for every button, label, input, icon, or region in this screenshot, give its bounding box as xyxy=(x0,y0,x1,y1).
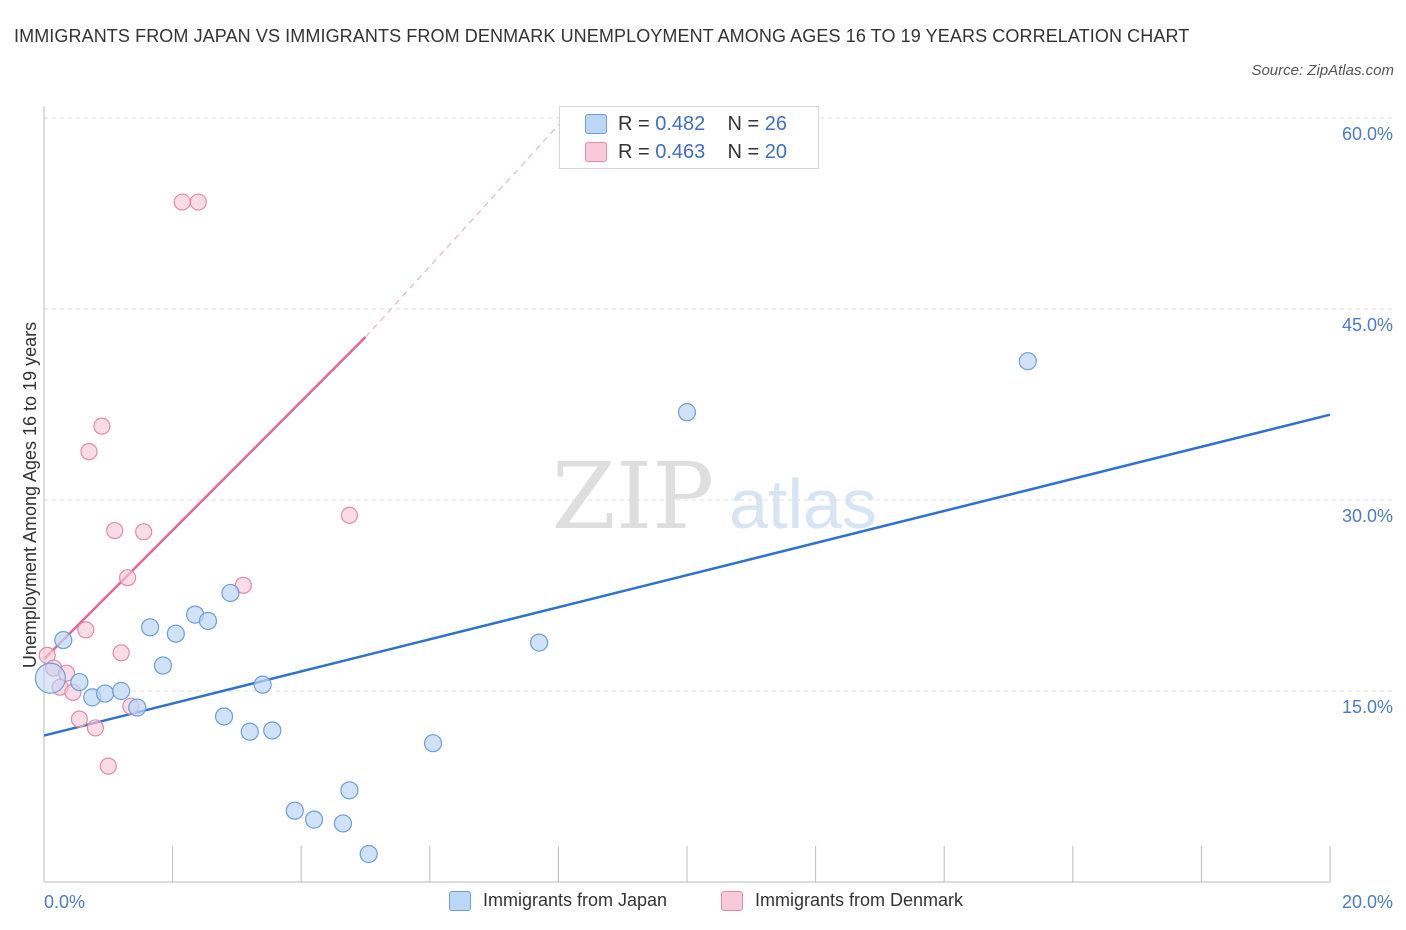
y-tick-labels: 15.0% 30.0% 45.0% 60.0% xyxy=(1342,124,1393,717)
denmark-point-7 xyxy=(80,443,98,461)
japan-point-24 xyxy=(677,403,697,422)
denmark-n-label: N = xyxy=(727,140,760,163)
gridlines xyxy=(44,117,1395,692)
denmark-point-12 xyxy=(112,644,130,662)
watermark-atlas: atlas xyxy=(729,465,877,543)
japan-n-value: 26 xyxy=(764,112,788,135)
legend-item-denmark: Immigrants from Denmark xyxy=(721,890,963,911)
denmark-point-5 xyxy=(70,710,88,728)
legend-japan-stats: R = 0.482 N = 26 xyxy=(618,113,787,136)
y-axis-label: Unemployment Among Ages 16 to 19 years xyxy=(20,322,40,668)
y-tick-label-30: 30.0% xyxy=(1342,506,1393,526)
denmark-point-10 xyxy=(99,757,117,775)
japan-point-15 xyxy=(253,675,272,694)
axes xyxy=(43,106,1331,883)
denmark-r-value: 0.463 xyxy=(655,140,706,163)
japan-r-label: R = xyxy=(618,112,650,135)
denmark-point-11 xyxy=(106,521,124,540)
japan-r-value: 0.482 xyxy=(655,112,706,135)
denmark-point-6 xyxy=(77,621,95,639)
japan-point-7 xyxy=(140,618,160,637)
japan-point-6 xyxy=(128,698,147,717)
legend-denmark-swatch xyxy=(721,890,743,911)
watermark: ZIP atlas xyxy=(552,443,877,550)
legend-denmark-label: Immigrants from Denmark xyxy=(755,890,964,910)
y-tick-label-15: 15.0% xyxy=(1342,697,1393,717)
japan-point-14 xyxy=(240,722,259,741)
x-tick-label-min: 0.0% xyxy=(44,892,85,912)
denmark-n-value: 20 xyxy=(764,140,788,163)
legend-japan-swatch xyxy=(449,890,471,911)
japan-point-21 xyxy=(359,844,378,864)
source-credit: Source: ZipAtlas.com xyxy=(1251,62,1394,79)
denmark-point-9 xyxy=(93,417,111,435)
denmark-r-label: R = xyxy=(618,140,650,163)
japan-point-9 xyxy=(166,624,185,643)
japan-point-1 xyxy=(54,630,73,650)
japan-point-12 xyxy=(214,707,234,726)
japan-point-22 xyxy=(423,734,443,753)
japan-n-label: N = xyxy=(727,112,760,135)
japan-point-2 xyxy=(70,672,89,692)
series-legend: Immigrants from Japan Immigrants from De… xyxy=(0,888,1406,916)
japan-point-18 xyxy=(304,810,324,829)
denmark-point-8 xyxy=(86,719,105,737)
data-points xyxy=(34,193,1037,864)
japan-point-23 xyxy=(530,633,549,652)
denmark-swatch xyxy=(585,142,607,162)
legend-japan-label: Immigrants from Japan xyxy=(483,890,668,910)
denmark-point-15 xyxy=(135,523,153,541)
japan-swatch xyxy=(585,114,607,134)
legend-item-japan: Immigrants from Japan xyxy=(449,890,667,911)
japan-point-19 xyxy=(333,814,353,833)
japan-point-11 xyxy=(198,611,218,631)
japan-point-4 xyxy=(95,684,115,703)
denmark-trendline-extension xyxy=(365,117,566,338)
trendlines xyxy=(43,117,1331,737)
japan-point-0 xyxy=(34,662,67,694)
watermark-zip: ZIP xyxy=(552,443,714,550)
japan-point-17 xyxy=(285,801,304,820)
denmark-point-17 xyxy=(189,193,207,211)
japan-point-16 xyxy=(263,721,282,740)
legend-denmark-stats: R = 0.463 N = 20 xyxy=(618,141,787,164)
denmark-point-19 xyxy=(340,506,359,524)
y-tick-label-45: 45.0% xyxy=(1342,315,1393,335)
japan-point-20 xyxy=(340,781,359,800)
japan-point-5 xyxy=(112,681,131,701)
correlation-legend: R = 0.482 N = 26 R = 0.463 N = 20 xyxy=(559,106,819,169)
x-tick-labels: 0.0% 20.0% xyxy=(44,892,1393,912)
denmark-point-13 xyxy=(118,569,137,587)
y-tick-label-60: 60.0% xyxy=(1342,124,1393,144)
denmark-point-16 xyxy=(173,193,191,211)
japan-point-8 xyxy=(153,656,173,675)
denmark-trendline xyxy=(43,336,367,661)
japan-point-25 xyxy=(1018,352,1037,371)
x-tick-label-max: 20.0% xyxy=(1342,892,1393,912)
chart-title: IMMIGRANTS FROM JAPAN VS IMMIGRANTS FROM… xyxy=(14,26,1190,46)
japan-point-13 xyxy=(221,583,240,603)
